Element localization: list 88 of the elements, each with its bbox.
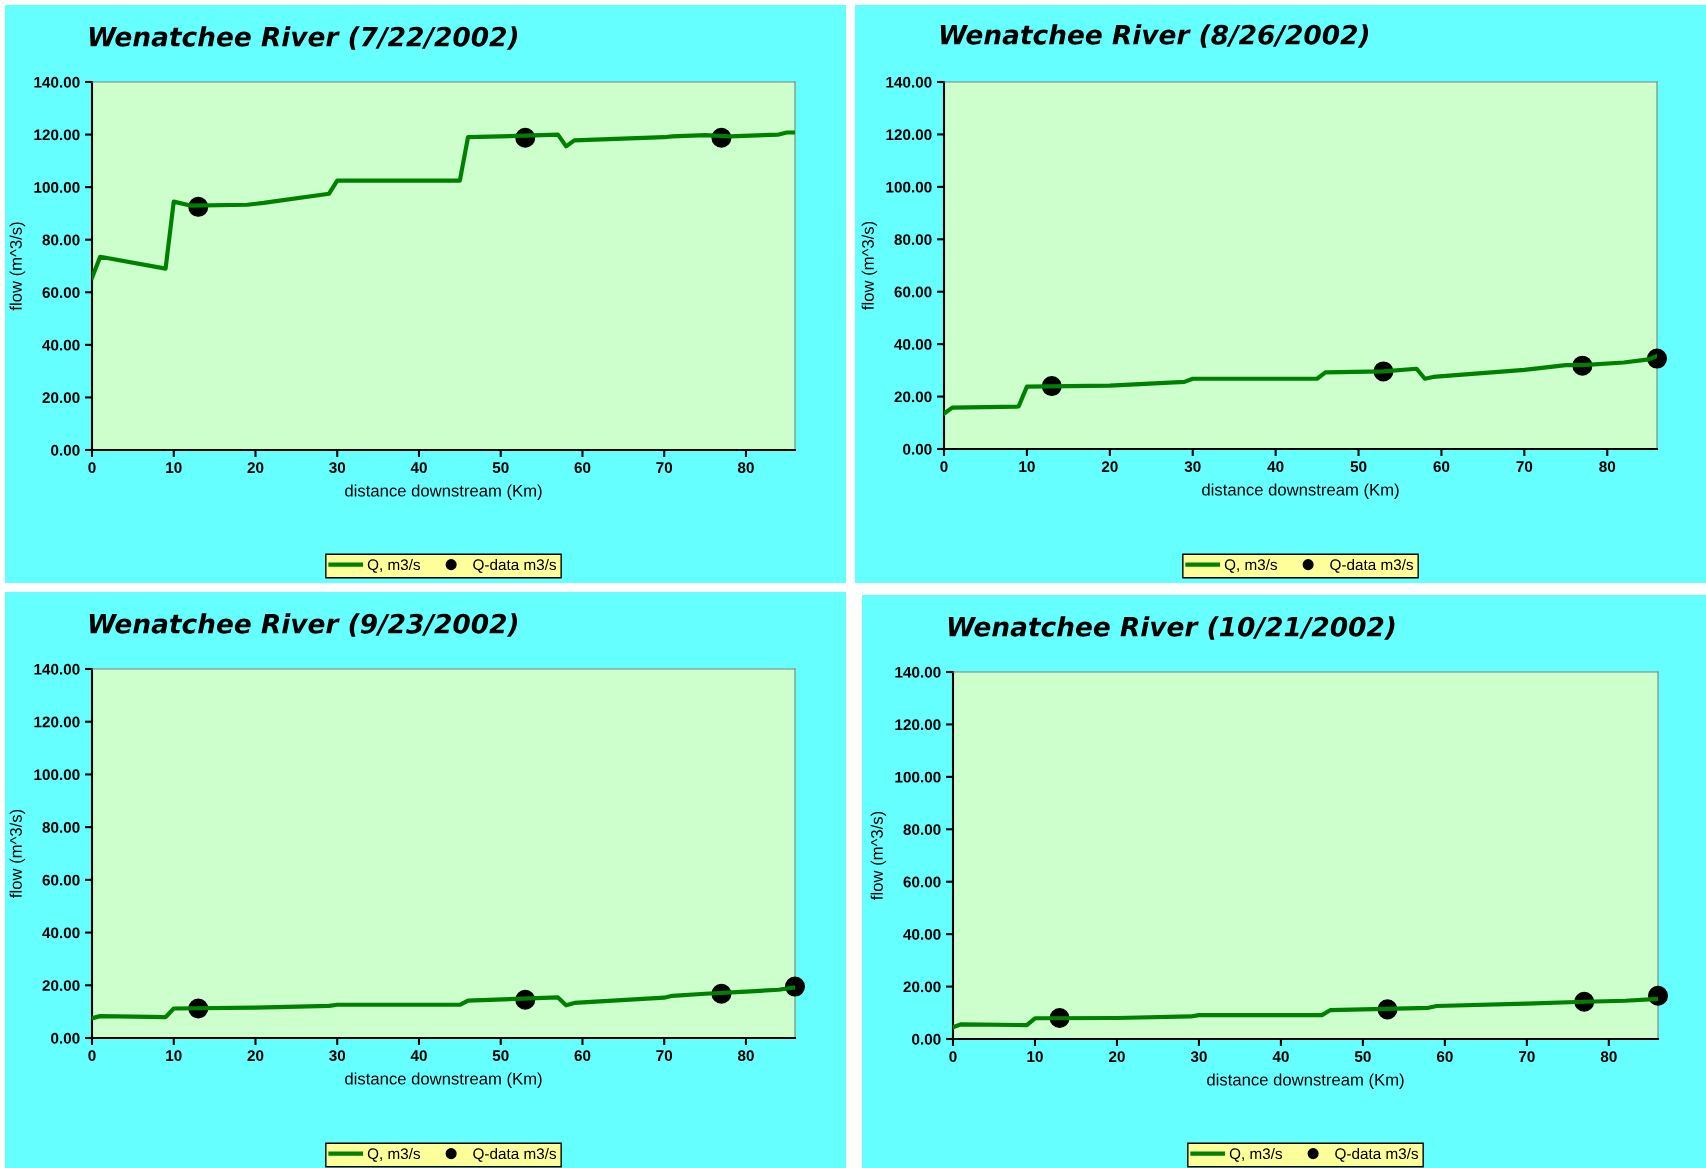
y-tick-label: 40.00 <box>42 927 80 939</box>
legend-label: Q-data m3/s <box>473 558 557 573</box>
x-tick-label: 0 <box>940 461 948 473</box>
y-tick-label: 120.00 <box>34 716 80 728</box>
x-tick-label: 80 <box>1599 461 1616 473</box>
legend-label: Q-data m3/s <box>1335 1147 1419 1162</box>
x-tick-label: 60 <box>574 1050 591 1062</box>
y-tick-label: 140.00 <box>34 663 80 675</box>
legend-label: Q-data m3/s <box>473 1147 557 1162</box>
x-tick-label: 70 <box>656 1050 673 1062</box>
y-tick-label: 100.00 <box>34 769 80 781</box>
y-tick-label: 0.00 <box>51 444 80 456</box>
x-tick-label: 80 <box>737 1050 754 1062</box>
x-axis-title: distance downstream (Km) <box>1202 483 1399 499</box>
x-tick-label: 30 <box>1190 1051 1207 1063</box>
y-tick-label: 60.00 <box>42 874 80 886</box>
x-tick-label: 50 <box>1350 461 1367 473</box>
x-tick-label: 60 <box>574 462 591 474</box>
chart-title: Wenatchee River (9/23/2002) <box>89 613 518 637</box>
x-axis-title: distance downstream (Km) <box>1207 1073 1404 1089</box>
y-tick-label: 140.00 <box>34 76 80 88</box>
y-tick-label: 60.00 <box>42 287 80 298</box>
x-tick-label: 20 <box>247 1050 264 1062</box>
y-tick-label: 120.00 <box>34 129 80 141</box>
y-tick-label: 80.00 <box>903 824 941 835</box>
x-tick-label: 50 <box>492 1050 509 1062</box>
y-tick-label: 20.00 <box>42 980 80 991</box>
x-tick-label: 30 <box>1184 461 1201 473</box>
x-tick-label: 70 <box>1519 1051 1535 1063</box>
y-axis-title: flow (m^3/s) <box>861 221 878 310</box>
legend-label: Q-data m3/s <box>1330 558 1414 573</box>
y-tick-label: 60.00 <box>894 286 932 298</box>
y-tick-label: 20.00 <box>903 981 941 993</box>
x-tick-label: 30 <box>329 1050 346 1062</box>
y-axis-title: flow (m^3/s) <box>9 809 26 898</box>
x-tick-label: 40 <box>1272 1051 1289 1063</box>
y-tick-label: 40.00 <box>903 929 941 940</box>
y-tick-label: 40.00 <box>42 339 80 351</box>
x-tick-label: 70 <box>656 462 673 474</box>
x-tick-label: 60 <box>1436 1051 1453 1063</box>
x-tick-label: 80 <box>737 462 754 474</box>
x-tick-label: 40 <box>410 1050 427 1062</box>
x-tick-label: 70 <box>1516 461 1533 473</box>
y-tick-label: 80.00 <box>42 234 80 246</box>
y-tick-label: 0.00 <box>51 1032 80 1044</box>
x-tick-label: 10 <box>166 462 182 474</box>
y-tick-label: 80.00 <box>894 234 932 245</box>
x-tick-label: 10 <box>1019 461 1035 473</box>
y-tick-label: 120.00 <box>895 719 941 731</box>
y-tick-label: 140.00 <box>886 76 932 88</box>
y-tick-label: 120.00 <box>886 129 932 141</box>
y-tick-label: 40.00 <box>894 339 932 350</box>
legend-label: Q, m3/s <box>1224 558 1278 573</box>
x-tick-label: 40 <box>410 462 427 474</box>
legend-label: Q, m3/s <box>367 558 421 573</box>
chart-title: Wenatchee River (8/26/2002) <box>940 24 1369 48</box>
legend-label: Q, m3/s <box>1229 1147 1283 1162</box>
x-tick-label: 40 <box>1267 461 1284 473</box>
x-tick-label: 10 <box>1027 1051 1043 1063</box>
chart-title: Wenatchee River (7/22/2002) <box>89 26 518 50</box>
x-tick-label: 20 <box>1101 461 1118 473</box>
y-tick-label: 100.00 <box>34 182 80 193</box>
y-tick-label: 80.00 <box>42 822 80 833</box>
y-axis-title: flow (m^3/s) <box>9 222 26 311</box>
x-tick-label: 20 <box>247 462 264 474</box>
x-axis-title: distance downstream (Km) <box>345 1072 542 1088</box>
x-axis-title: distance downstream (Km) <box>345 484 542 500</box>
y-tick-label: 0.00 <box>912 1033 941 1045</box>
x-tick-label: 30 <box>329 462 346 474</box>
y-tick-label: 0.00 <box>903 443 932 455</box>
y-tick-label: 100.00 <box>895 771 941 783</box>
chart-title: Wenatchee River (10/21/2002) <box>948 616 1395 640</box>
x-tick-label: 0 <box>88 462 96 474</box>
x-tick-label: 10 <box>166 1050 182 1062</box>
x-tick-label: 20 <box>1108 1051 1125 1063</box>
y-tick-label: 60.00 <box>903 876 941 888</box>
y-tick-label: 20.00 <box>894 391 932 403</box>
y-axis-title: flow (m^3/s) <box>870 811 887 900</box>
x-tick-label: 50 <box>492 462 509 474</box>
y-tick-label: 140.00 <box>895 666 941 678</box>
x-tick-label: 60 <box>1433 461 1450 473</box>
y-tick-label: 20.00 <box>42 392 80 404</box>
legend-label: Q, m3/s <box>367 1147 421 1162</box>
y-tick-label: 100.00 <box>886 181 932 193</box>
x-tick-label: 0 <box>88 1050 96 1062</box>
x-tick-label: 50 <box>1354 1051 1371 1063</box>
x-tick-label: 80 <box>1600 1051 1617 1063</box>
x-tick-label: 0 <box>949 1051 957 1063</box>
